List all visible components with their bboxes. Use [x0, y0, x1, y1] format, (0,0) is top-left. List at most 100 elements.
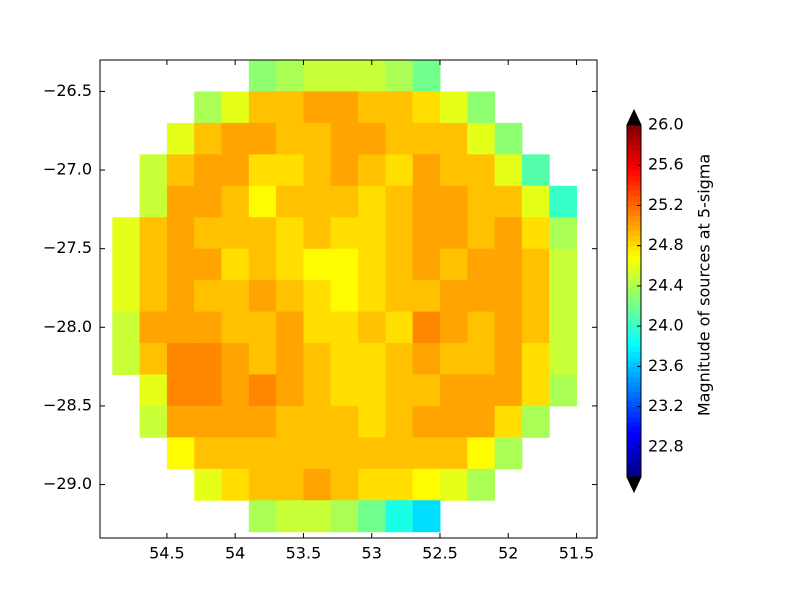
heat-cell [358, 248, 386, 281]
colorbar-segment [627, 381, 641, 387]
heat-cell [330, 374, 359, 407]
heat-cell [412, 154, 441, 187]
colorbar-segment [627, 170, 641, 176]
heat-cell [276, 374, 304, 407]
heat-cell [194, 280, 223, 313]
colorbar-segment [627, 235, 641, 242]
heat-cell [439, 374, 468, 407]
colorbar-segment [627, 265, 641, 272]
heat-cell [358, 311, 386, 344]
colorbar-segment [627, 270, 641, 277]
colorbar-segment [627, 135, 641, 141]
heat-cell [303, 217, 332, 250]
colorbar-segment [627, 431, 641, 438]
heat-cell [494, 248, 523, 281]
heat-cell [521, 217, 550, 250]
heat-cell [303, 468, 332, 501]
heat-cell [221, 468, 250, 501]
colorbar-segment [627, 361, 641, 367]
colorbar-segment [627, 130, 641, 136]
heat-cell [330, 468, 359, 501]
heat-cell [139, 374, 168, 407]
colorbar-segment [627, 421, 641, 428]
heat-cell [276, 437, 304, 470]
colorbar-segment [627, 411, 641, 418]
colorbar-segment [627, 366, 641, 372]
heat-cell [358, 280, 386, 313]
heat-cell [549, 217, 578, 250]
heat-cell [248, 468, 277, 501]
heat-cell [385, 311, 414, 344]
colorbar-segment [627, 240, 641, 247]
heat-cell [248, 374, 277, 407]
heat-cell [221, 437, 250, 470]
colorbar-tick-label: 24.4 [648, 275, 684, 294]
heat-cell [276, 154, 304, 187]
colorbar-tick-label: 24.8 [648, 235, 684, 254]
heat-cell [221, 405, 250, 438]
heat-cell [494, 343, 523, 375]
heat-cell [439, 217, 468, 250]
colorbar-segment [627, 331, 641, 337]
colorbar-segment [627, 210, 641, 217]
y-tick-label: −28.0 [43, 317, 92, 336]
heat-cell [521, 311, 550, 344]
heat-cell [467, 122, 496, 155]
colorbar-segment [627, 376, 641, 382]
heat-cell [330, 437, 359, 470]
heat-cell [439, 280, 468, 313]
heat-cell [467, 185, 496, 218]
colorbar-segment [627, 125, 641, 131]
heat-cell [139, 185, 168, 218]
heat-cell [385, 122, 414, 155]
colorbar-segment [627, 396, 641, 403]
heat-cell [112, 311, 141, 344]
heat-cell [166, 405, 195, 438]
heat-cell [358, 185, 386, 218]
colorbar-segment [627, 140, 641, 146]
heat-cell [467, 280, 496, 313]
heat-cell [439, 437, 468, 470]
heat-cell [412, 280, 441, 313]
heat-cell [112, 248, 141, 281]
colorbar-segment [627, 321, 641, 327]
heat-cell [412, 217, 441, 250]
colorbar-segment [627, 371, 641, 377]
heat-cell [139, 154, 168, 187]
heat-cell [358, 405, 386, 438]
colorbar-segment [627, 451, 641, 458]
colorbar-segment [627, 311, 641, 317]
heat-cell [330, 280, 359, 313]
heat-cell [494, 122, 523, 155]
heat-cell [194, 405, 223, 438]
heat-cell [330, 343, 359, 375]
colorbar-segment [627, 205, 641, 211]
heat-cell [166, 343, 195, 375]
heat-cell [439, 91, 468, 124]
heat-cell [303, 343, 332, 375]
heat-cell [166, 437, 195, 470]
heat-cell [166, 185, 195, 218]
heat-cell [248, 60, 277, 92]
heat-cell [248, 91, 277, 124]
heat-cell [248, 405, 277, 438]
heat-cell [330, 185, 359, 218]
colorbar-segment [627, 306, 641, 312]
heat-cell [139, 405, 168, 438]
heat-cell [276, 217, 304, 250]
heat-cell [194, 185, 223, 218]
heat-cell [467, 154, 496, 187]
heat-cell [439, 311, 468, 344]
y-tick-label: −26.5 [43, 81, 92, 100]
x-tick-label: 52.5 [422, 544, 458, 563]
heat-cell [303, 122, 332, 155]
heat-cell [221, 311, 250, 344]
colorbar-segment [627, 290, 641, 297]
heat-cell [521, 280, 550, 313]
heat-cell [385, 468, 414, 501]
heat-cell [112, 217, 141, 250]
colorbar-segment [627, 441, 641, 448]
heat-cell [139, 311, 168, 344]
colorbar-segment [627, 165, 641, 171]
